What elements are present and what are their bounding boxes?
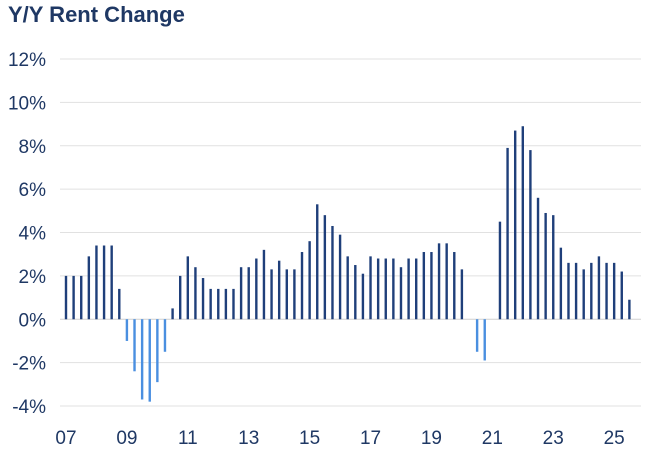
bar bbox=[156, 319, 159, 383]
bar bbox=[224, 288, 228, 320]
bar bbox=[506, 147, 509, 320]
bar bbox=[338, 234, 342, 320]
bar bbox=[597, 256, 601, 320]
x-tick-label: 23 bbox=[543, 428, 564, 449]
chart-title: Y/Y Rent Change bbox=[8, 2, 185, 27]
bar bbox=[102, 245, 106, 320]
y-tick-label: 6% bbox=[19, 180, 47, 201]
bar bbox=[574, 262, 578, 320]
bar bbox=[422, 252, 426, 320]
y-tick-label: -4% bbox=[12, 397, 46, 418]
bar bbox=[620, 271, 623, 320]
y-axis-ticks: -4% -2% 0% 2% 4% 6% 8% 10% 12% bbox=[8, 50, 46, 418]
x-tick-label: 09 bbox=[116, 428, 137, 449]
bar bbox=[300, 252, 304, 320]
x-tick-label: 13 bbox=[238, 428, 259, 449]
bar bbox=[239, 267, 243, 320]
bar bbox=[125, 319, 129, 341]
bar bbox=[559, 247, 563, 320]
bar bbox=[536, 197, 540, 320]
bar bbox=[64, 275, 68, 320]
bar bbox=[285, 269, 288, 320]
bar bbox=[590, 262, 593, 320]
bar bbox=[201, 278, 205, 320]
bar bbox=[628, 299, 631, 320]
bar bbox=[72, 275, 75, 320]
y-tick-label: -2% bbox=[12, 354, 46, 375]
bar bbox=[179, 275, 182, 320]
bar bbox=[316, 204, 319, 320]
x-tick-label: 19 bbox=[421, 428, 442, 449]
bar bbox=[415, 258, 418, 320]
bar bbox=[582, 269, 585, 320]
bar bbox=[399, 267, 403, 320]
bar bbox=[293, 269, 296, 320]
y-tick-label: 4% bbox=[19, 224, 47, 245]
bar bbox=[460, 269, 464, 320]
bar bbox=[384, 258, 387, 320]
bar bbox=[262, 249, 266, 320]
bar bbox=[544, 212, 547, 320]
bar bbox=[87, 256, 91, 320]
bar bbox=[255, 258, 258, 320]
bar bbox=[392, 258, 395, 320]
bar bbox=[140, 319, 144, 400]
bar bbox=[247, 267, 250, 320]
bar bbox=[354, 265, 357, 320]
y-tick-label: 0% bbox=[19, 310, 47, 331]
bar bbox=[430, 252, 433, 320]
bar bbox=[361, 273, 365, 320]
bar bbox=[270, 269, 273, 320]
x-tick-label: 15 bbox=[299, 428, 320, 449]
bar bbox=[194, 267, 197, 320]
bar bbox=[513, 130, 517, 320]
bar bbox=[148, 319, 151, 402]
bar bbox=[80, 275, 83, 320]
bar bbox=[346, 256, 349, 320]
bar bbox=[521, 126, 524, 320]
x-tick-label: 11 bbox=[178, 428, 198, 449]
bar bbox=[95, 245, 98, 320]
bar bbox=[369, 256, 372, 320]
bar bbox=[308, 241, 311, 320]
bars bbox=[64, 126, 631, 402]
y-tick-label: 8% bbox=[19, 137, 47, 158]
bar bbox=[186, 256, 190, 320]
bar bbox=[498, 221, 502, 320]
bar bbox=[232, 288, 235, 320]
bar bbox=[133, 319, 136, 372]
x-tick-label: 17 bbox=[360, 428, 381, 449]
bar bbox=[605, 262, 608, 320]
x-axis-ticks: 07 09 11 13 15 17 19 21 23 25 bbox=[55, 428, 624, 449]
x-tick-label: 07 bbox=[55, 428, 76, 449]
y-tick-label: 2% bbox=[19, 267, 47, 288]
x-tick-label: 21 bbox=[482, 428, 503, 449]
bar bbox=[118, 288, 121, 320]
y-tick-label: 10% bbox=[8, 93, 46, 114]
bar bbox=[475, 319, 479, 352]
bar bbox=[612, 262, 616, 320]
bar bbox=[529, 150, 532, 320]
bar bbox=[331, 225, 334, 320]
bar bbox=[277, 260, 281, 320]
y-tick-label: 12% bbox=[8, 50, 46, 71]
bar bbox=[483, 319, 486, 361]
bar bbox=[445, 243, 448, 320]
bar bbox=[567, 262, 570, 320]
bar bbox=[217, 288, 220, 320]
bar bbox=[437, 243, 441, 320]
bar bbox=[552, 215, 555, 320]
bar bbox=[376, 258, 380, 320]
bar bbox=[209, 288, 212, 320]
bar bbox=[163, 319, 167, 352]
bar bbox=[453, 252, 456, 320]
x-tick-label: 25 bbox=[604, 428, 625, 449]
bar bbox=[407, 258, 410, 320]
bar bbox=[323, 215, 327, 320]
bar bbox=[110, 245, 113, 320]
bar bbox=[171, 308, 174, 320]
